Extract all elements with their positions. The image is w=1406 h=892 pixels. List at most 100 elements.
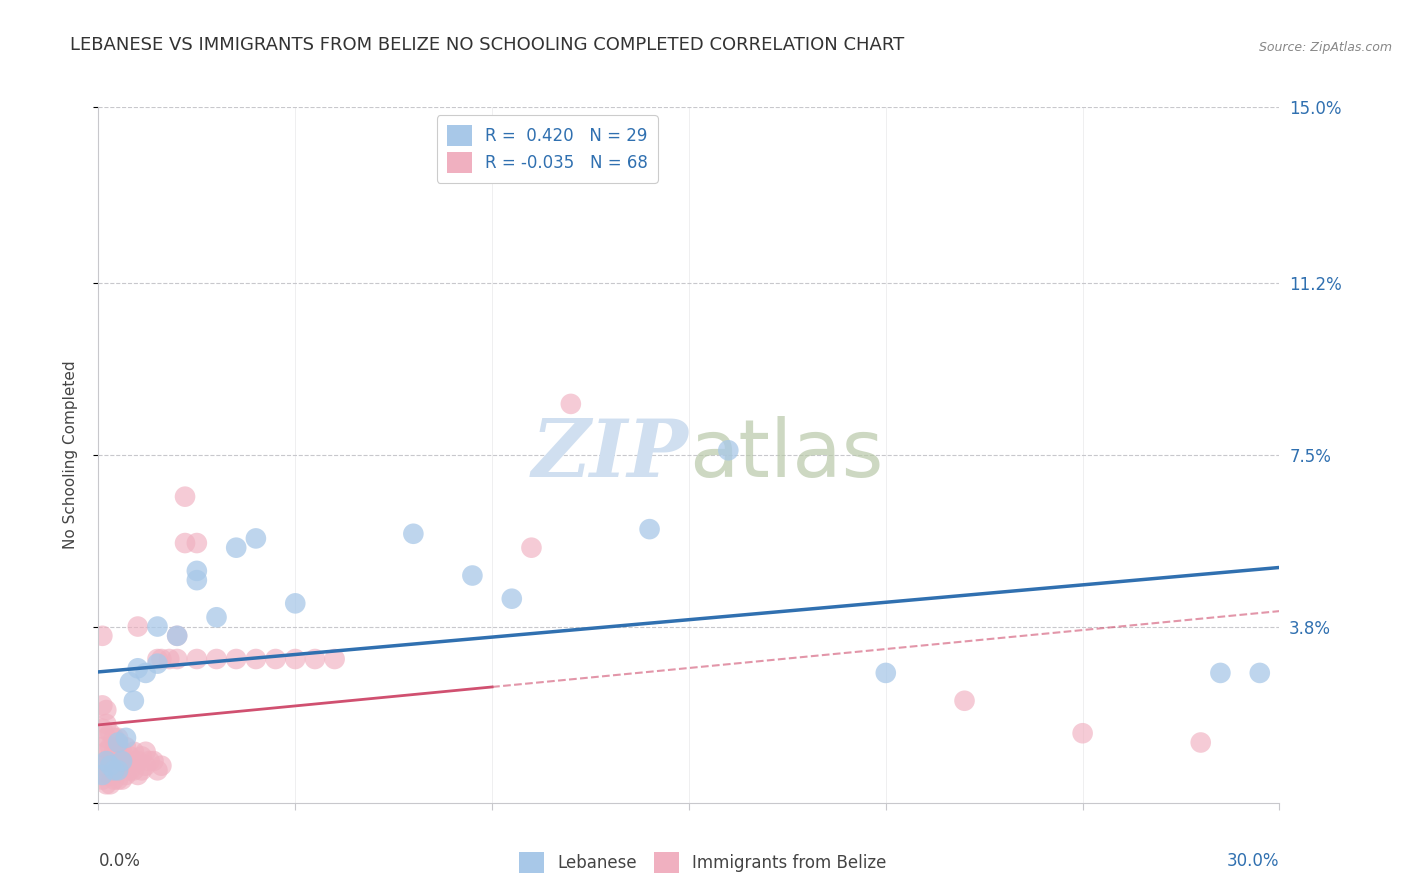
Point	[150, 652, 173, 666]
Point	[115, 731, 138, 745]
Point	[166, 629, 188, 643]
Point	[96, 703, 118, 717]
Point	[205, 652, 228, 666]
Point	[131, 749, 153, 764]
Point	[96, 717, 118, 731]
Point	[118, 675, 141, 690]
Point	[225, 541, 247, 555]
Point	[520, 541, 543, 555]
Point	[875, 665, 897, 680]
Point	[146, 652, 169, 666]
Point	[135, 758, 157, 772]
Point	[107, 772, 129, 787]
Point	[98, 777, 121, 791]
Legend: R =  0.420   N = 29, R = -0.035   N = 68: R = 0.420 N = 29, R = -0.035 N = 68	[437, 115, 658, 183]
Point	[127, 661, 149, 675]
Point	[118, 749, 141, 764]
Point	[186, 536, 208, 550]
Point	[91, 698, 114, 713]
Point	[174, 536, 197, 550]
Point	[122, 694, 145, 708]
Point	[205, 610, 228, 624]
Text: atlas: atlas	[689, 416, 883, 494]
Point	[91, 758, 114, 772]
Point	[127, 754, 149, 768]
Point	[91, 768, 114, 782]
Point	[225, 652, 247, 666]
Point	[107, 735, 129, 749]
Point	[157, 652, 180, 666]
Point	[98, 768, 121, 782]
Point	[98, 726, 121, 740]
Point	[103, 764, 125, 778]
Point	[107, 745, 129, 759]
Point	[91, 740, 114, 755]
Point	[103, 745, 125, 759]
Point	[111, 772, 134, 787]
Point	[98, 740, 121, 755]
Point	[461, 568, 484, 582]
Point	[107, 764, 129, 778]
Point	[1189, 735, 1212, 749]
Point	[127, 768, 149, 782]
Point	[560, 397, 582, 411]
Point	[1209, 665, 1232, 680]
Y-axis label: No Schooling Completed: No Schooling Completed	[63, 360, 77, 549]
Point	[264, 652, 287, 666]
Point	[115, 768, 138, 782]
Point	[304, 652, 326, 666]
Point	[135, 745, 157, 759]
Point	[186, 573, 208, 587]
Point	[96, 754, 118, 768]
Text: 30.0%: 30.0%	[1227, 852, 1279, 870]
Point	[138, 754, 160, 768]
Point	[146, 619, 169, 633]
Point	[98, 754, 121, 768]
Point	[135, 665, 157, 680]
Point	[91, 772, 114, 787]
Text: Source: ZipAtlas.com: Source: ZipAtlas.com	[1258, 40, 1392, 54]
Point	[402, 526, 425, 541]
Point	[103, 758, 125, 772]
Point	[1071, 726, 1094, 740]
Point	[166, 652, 188, 666]
Point	[96, 754, 118, 768]
Point	[91, 629, 114, 643]
Point	[96, 731, 118, 745]
Point	[122, 745, 145, 759]
Point	[98, 758, 121, 772]
Point	[111, 754, 134, 768]
Point	[107, 731, 129, 745]
Text: ZIP: ZIP	[531, 417, 689, 493]
Point	[118, 764, 141, 778]
Point	[245, 532, 267, 546]
Legend: Lebanese, Immigrants from Belize: Lebanese, Immigrants from Belize	[513, 846, 893, 880]
Point	[127, 619, 149, 633]
Point	[96, 745, 118, 759]
Point	[146, 657, 169, 671]
Point	[103, 731, 125, 745]
Point	[284, 652, 307, 666]
Point	[91, 722, 114, 736]
Text: LEBANESE VS IMMIGRANTS FROM BELIZE NO SCHOOLING COMPLETED CORRELATION CHART: LEBANESE VS IMMIGRANTS FROM BELIZE NO SC…	[70, 36, 904, 54]
Point	[131, 764, 153, 778]
Point	[115, 754, 138, 768]
Point	[501, 591, 523, 606]
Point	[166, 629, 188, 643]
Point	[96, 768, 118, 782]
Point	[146, 764, 169, 778]
Point	[323, 652, 346, 666]
Point	[174, 490, 197, 504]
Point	[111, 758, 134, 772]
Point	[717, 443, 740, 458]
Text: 0.0%: 0.0%	[98, 852, 141, 870]
Point	[245, 652, 267, 666]
Point	[115, 740, 138, 755]
Point	[186, 564, 208, 578]
Point	[122, 764, 145, 778]
Point	[284, 596, 307, 610]
Point	[103, 772, 125, 787]
Point	[953, 694, 976, 708]
Point	[142, 754, 165, 768]
Point	[107, 758, 129, 772]
